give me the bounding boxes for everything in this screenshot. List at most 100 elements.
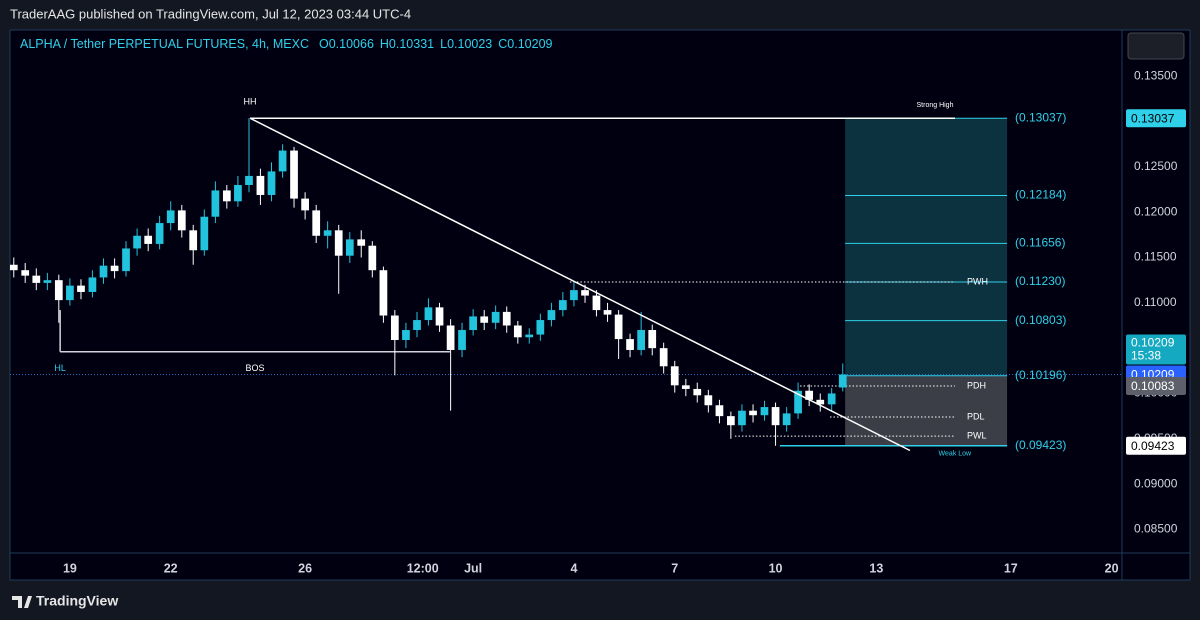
candle-body: [547, 310, 556, 321]
candle-body: [413, 320, 421, 331]
brand-name: TradingView: [36, 593, 118, 609]
candle-body: [782, 413, 791, 426]
candle-body: [726, 416, 735, 426]
candle-body: [749, 410, 757, 416]
candle-body: [54, 280, 63, 301]
swing-label: Strong High: [917, 102, 954, 109]
fib-level-label: (0.12184): [1015, 188, 1066, 202]
candle-body: [32, 275, 41, 283]
y-tick-label: 0.09000: [1134, 476, 1178, 490]
hl-label: HL: [54, 363, 66, 373]
y-tick-label: 0.13500: [1134, 68, 1178, 82]
price-tag-value: 0.10083: [1131, 379, 1175, 393]
candle-body: [245, 175, 253, 185]
candle-body: [357, 239, 366, 246]
candle-body: [200, 216, 209, 251]
candle-body: [177, 210, 186, 231]
swing-label: Weak Low: [939, 451, 972, 458]
candle-body: [502, 311, 511, 326]
candle-body: [805, 390, 814, 400]
footer-logo: TradingView: [12, 593, 118, 609]
x-tick-label: 20: [1105, 561, 1119, 575]
fib-level-label: (0.10803): [1015, 313, 1066, 327]
candle-body: [681, 385, 690, 389]
ohlc-open: O0.10066: [319, 37, 374, 51]
price-tag-countdown: 15:38: [1131, 349, 1161, 363]
candle-body: [838, 374, 847, 388]
candle-body: [99, 265, 108, 278]
price-tag-value: 0.13037: [1131, 111, 1175, 125]
ohlc-low: L0.10023: [440, 37, 492, 51]
published-line: TraderAAG published on TradingView.com, …: [10, 6, 411, 21]
x-tick-label: 17: [1004, 561, 1018, 575]
candle-body: [290, 150, 298, 199]
candle-body: [536, 320, 545, 335]
swing-label: PWL: [967, 430, 987, 440]
price-tag-value: 0.10209: [1131, 336, 1175, 350]
candle-body: [816, 399, 825, 405]
candle-body: [659, 348, 668, 367]
candle-body: [424, 307, 433, 321]
swing-label: PDH: [967, 380, 986, 390]
x-tick-label: 22: [164, 561, 178, 575]
candle-body: [469, 316, 477, 331]
candle-body: [435, 307, 444, 326]
candle-body: [368, 245, 377, 271]
swing-label: PWH: [967, 276, 988, 286]
candle-body: [21, 270, 30, 276]
candle-body: [827, 393, 836, 405]
candle-body: [166, 210, 175, 224]
candle-body: [637, 330, 646, 350]
x-tick-label: 4: [570, 561, 577, 575]
candle-body: [614, 314, 623, 340]
candle-body: [379, 270, 388, 316]
candle-body: [323, 230, 332, 236]
discount-zone: [845, 375, 1008, 446]
y-tick-label: 0.08500: [1134, 522, 1178, 536]
x-tick-label: 10: [769, 561, 783, 575]
candle-body: [345, 239, 354, 256]
y-tick-label: 0.11000: [1134, 295, 1177, 309]
candle-body: [66, 285, 74, 301]
axis-button[interactable]: [1127, 32, 1185, 60]
price-tag: [1126, 376, 1186, 395]
premium-zone: [845, 118, 1008, 376]
candle-body: [626, 339, 634, 350]
fib-level-label: (0.09423): [1015, 438, 1066, 452]
candle-body: [155, 223, 164, 244]
x-tick-label: 26: [298, 561, 312, 575]
logo-icon: [12, 596, 32, 608]
symbol-name: ALPHA / Tether PERPETUAL FUTURES, 4h, ME…: [20, 37, 309, 51]
y-tick-label: 0.12500: [1134, 159, 1178, 173]
fib-level-label: (0.10196): [1015, 368, 1066, 382]
candle-body: [715, 405, 724, 417]
candle-body: [771, 407, 780, 426]
candle-body: [334, 230, 343, 256]
candle-body: [558, 300, 567, 311]
y-tick-label: 0.11500: [1134, 250, 1177, 264]
candle-body: [693, 388, 702, 396]
fib-level-label: (0.11230): [1015, 274, 1065, 288]
candle-body: [480, 316, 489, 323]
symbol-title: ALPHA / Tether PERPETUAL FUTURES, 4h, ME…: [20, 37, 553, 51]
y-tick-label: 0.12000: [1134, 204, 1178, 218]
overlay: (0.13037) (0.12184) (0.11656) (0.11230) (0.1…: [54, 97, 1066, 458]
candle-body: [402, 330, 410, 340]
swing-label: PDL: [967, 411, 985, 421]
candle-body: [592, 295, 601, 311]
candle-body: [312, 210, 321, 236]
candle-body: [133, 235, 141, 249]
candle-body: [794, 390, 802, 414]
candle-body: [110, 265, 119, 272]
candle-body: [211, 190, 220, 217]
x-tick-label: 19: [63, 561, 77, 575]
candle-body: [301, 198, 309, 211]
ohlc-close: C0.10209: [498, 37, 552, 51]
hh-label: HH: [244, 97, 257, 107]
candle-body: [670, 366, 679, 386]
candle-body: [581, 290, 589, 296]
candle-body: [278, 150, 287, 172]
candle-body: [603, 310, 612, 315]
candle-body: [738, 410, 746, 426]
